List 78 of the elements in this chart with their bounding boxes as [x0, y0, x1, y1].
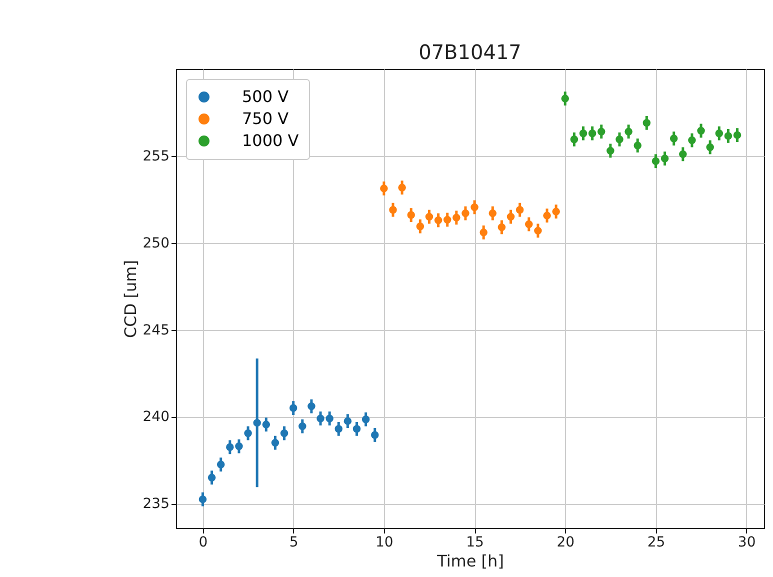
point	[561, 94, 570, 102]
point	[506, 212, 515, 221]
point	[352, 425, 361, 433]
point	[462, 209, 470, 218]
point	[407, 211, 415, 219]
point	[326, 414, 334, 422]
x-tick-label: 25	[647, 534, 666, 550]
x-tick-label: 20	[556, 534, 575, 550]
point	[697, 126, 705, 135]
point	[334, 425, 342, 433]
x-tick-label: 5	[289, 534, 298, 550]
point	[679, 150, 687, 158]
point	[588, 129, 596, 138]
y-axis-title: CCD [um]	[120, 260, 140, 338]
point	[660, 154, 669, 162]
point	[688, 136, 696, 144]
point	[308, 402, 316, 410]
point	[570, 136, 578, 144]
point	[289, 404, 298, 412]
y-tick-label: 245	[142, 322, 170, 338]
point	[425, 212, 434, 221]
point	[235, 442, 243, 450]
x-tick-label: 15	[466, 534, 484, 550]
x-tick-label: 10	[376, 534, 394, 550]
point	[552, 208, 560, 216]
x-axis-title: Time [h]	[436, 552, 504, 570]
legend-label: 1000 V	[242, 131, 299, 150]
point	[344, 417, 352, 425]
point	[498, 223, 506, 232]
point	[208, 474, 216, 482]
legend-label: 750 V	[242, 109, 289, 128]
point	[370, 431, 379, 439]
point	[516, 206, 524, 214]
point	[216, 460, 225, 468]
point	[480, 228, 488, 236]
point	[724, 132, 732, 140]
point	[362, 415, 370, 424]
y-tick-label: 255	[142, 148, 170, 164]
point	[606, 146, 614, 155]
chart-title: 07B10417	[418, 40, 522, 64]
point	[534, 226, 542, 235]
point	[543, 212, 551, 220]
point	[443, 216, 452, 224]
point	[642, 119, 651, 127]
x-tick-label: 30	[738, 534, 756, 550]
point	[271, 438, 280, 447]
point	[470, 203, 478, 212]
y-tick-label: 250	[142, 235, 170, 252]
point	[525, 220, 533, 228]
point	[634, 142, 642, 150]
x-tick-label: 0	[198, 534, 208, 550]
point	[452, 214, 460, 222]
point	[733, 131, 742, 139]
point	[262, 420, 270, 428]
point	[488, 209, 497, 218]
point	[416, 222, 424, 230]
point	[706, 143, 714, 152]
y-tick-label: 240	[142, 409, 170, 426]
point	[616, 136, 624, 144]
point	[244, 429, 252, 438]
point	[715, 129, 724, 138]
point	[670, 134, 678, 142]
point	[380, 184, 388, 192]
point	[226, 443, 234, 452]
point	[624, 128, 632, 136]
point	[598, 128, 606, 136]
y-tick-label: 235	[142, 496, 170, 512]
point	[316, 414, 324, 422]
legend-label: 500 V	[242, 87, 289, 106]
point	[280, 429, 288, 438]
point	[434, 216, 442, 224]
point	[198, 495, 207, 504]
point	[253, 418, 261, 427]
point	[652, 157, 660, 166]
point	[298, 422, 306, 430]
point	[579, 129, 588, 138]
point	[389, 206, 397, 214]
point	[398, 184, 406, 192]
